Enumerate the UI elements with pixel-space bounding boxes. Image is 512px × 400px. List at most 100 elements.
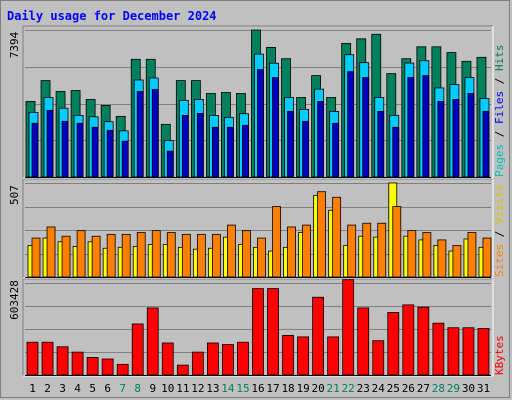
x-tick-label-day-17: 17 <box>266 382 279 395</box>
bar-kbytes-3 <box>56 346 69 376</box>
x-tick-label-day-2: 2 <box>44 382 51 395</box>
bar-pages-21 <box>332 122 340 178</box>
legend-text-sites-visits: Sites / Visits <box>493 184 506 277</box>
legend-separator: / <box>493 124 506 144</box>
x-tick-label-day-24: 24 <box>372 382 386 395</box>
x-tick-label-day-15: 15 <box>236 382 249 395</box>
bar-sites-24 <box>377 222 387 278</box>
bar-kbytes-15 <box>237 341 249 376</box>
bar-pages-20 <box>317 101 325 178</box>
x-tick-label-day-20: 20 <box>312 382 325 395</box>
bar-sites-19 <box>302 224 311 278</box>
bar-sites-18 <box>287 226 296 278</box>
bar-sites-2 <box>46 226 56 278</box>
bar-pages-5 <box>91 126 99 178</box>
bar-kbytes-10 <box>161 342 174 376</box>
x-tick-label-day-26: 26 <box>402 382 415 395</box>
legend-entry-hits: Hits <box>493 45 506 72</box>
bar-sites-23 <box>362 222 372 278</box>
x-tick-label-day-3: 3 <box>59 382 66 395</box>
x-tick-label-day-4: 4 <box>74 382 81 395</box>
bar-pages-26 <box>407 77 415 178</box>
bar-sites-10 <box>166 232 176 278</box>
chart-title: Daily usage for December 2024 <box>7 9 217 23</box>
bar-kbytes-11 <box>176 364 189 376</box>
bar-kbytes-13 <box>206 342 219 376</box>
bar-kbytes-14 <box>222 344 234 376</box>
bar-pages-3 <box>61 120 69 178</box>
bar-kbytes-30 <box>462 327 475 376</box>
bar-pages-23 <box>362 77 370 178</box>
bar-kbytes-1 <box>26 341 39 376</box>
legend-text-hits-files-pages: Pages / Files / Hits <box>493 45 506 178</box>
bar-pages-25 <box>392 126 400 178</box>
bar-kbytes-27 <box>417 306 430 376</box>
bar-sites-9 <box>151 230 161 278</box>
x-tick-label-day-22: 22 <box>342 382 355 395</box>
x-tick-label-day-16: 16 <box>251 382 264 395</box>
bar-kbytes-2 <box>41 341 54 376</box>
bar-kbytes-22 <box>342 279 355 376</box>
legend-hits-files-pages: Pages / Files / Hits <box>493 45 506 178</box>
x-tick-label-day-11: 11 <box>176 382 189 395</box>
x-tick-label-day-31: 31 <box>477 382 490 395</box>
bar-kbytes-8 <box>131 323 144 376</box>
bar-kbytes-25 <box>387 312 400 376</box>
bar-sites-5 <box>91 235 101 278</box>
bar-sites-25 <box>392 206 402 278</box>
bar-kbytes-31 <box>477 328 490 376</box>
y-max-label-kbytes: 603428 <box>8 280 21 320</box>
bar-pages-2 <box>46 109 54 178</box>
bar-kbytes-12 <box>191 351 204 376</box>
x-tick-label-day-10: 10 <box>161 382 174 395</box>
legend-entry-files: Files <box>493 91 506 124</box>
bar-kbytes-5 <box>86 357 99 376</box>
x-tick-label-day-12: 12 <box>191 382 204 395</box>
bar-pages-14 <box>227 126 234 178</box>
bar-kbytes-16 <box>252 288 264 376</box>
x-tick-label-day-8: 8 <box>134 382 141 395</box>
bar-pages-24 <box>377 110 385 178</box>
bar-pages-18 <box>287 110 294 178</box>
bar-pages-7 <box>121 140 129 178</box>
bar-kbytes-29 <box>447 327 460 376</box>
bar-sites-17 <box>272 206 281 278</box>
bar-sites-21 <box>332 196 342 278</box>
bar-kbytes-21 <box>327 336 340 376</box>
x-tick-label-day-6: 6 <box>104 382 111 395</box>
x-tick-label-day-27: 27 <box>417 382 430 395</box>
y-max-label-hits: 7394 <box>8 31 21 58</box>
legend-entry-visits: Visits <box>493 184 506 224</box>
bar-sites-29 <box>452 245 462 278</box>
bar-kbytes-24 <box>372 340 385 376</box>
bar-sites-27 <box>422 232 432 278</box>
x-tick-label-day-9: 9 <box>149 382 156 395</box>
x-tick-label-day-29: 29 <box>447 382 460 395</box>
bar-kbytes-4 <box>71 351 84 376</box>
bar-kbytes-9 <box>146 307 159 376</box>
legend-entry-sites: Sites <box>493 244 506 277</box>
x-tick-label-day-5: 5 <box>89 382 96 395</box>
bar-sites-6 <box>106 233 116 278</box>
x-tick-label-day-18: 18 <box>281 382 294 395</box>
bar-pages-17 <box>272 77 279 178</box>
bar-pages-29 <box>452 99 460 178</box>
bar-kbytes-6 <box>101 358 114 376</box>
bar-sites-20 <box>317 191 327 278</box>
bar-kbytes-26 <box>402 304 415 376</box>
x-tick-label-day-23: 23 <box>357 382 370 395</box>
bar-sites-16 <box>257 237 266 278</box>
x-tick-label-day-7: 7 <box>119 382 126 395</box>
bar-pages-22 <box>347 71 355 178</box>
bar-sites-12 <box>196 233 206 278</box>
bar-sites-28 <box>437 239 447 278</box>
bar-sites-14 <box>227 224 236 278</box>
bar-sites-3 <box>61 235 71 278</box>
x-tick-label-day-25: 25 <box>387 382 400 395</box>
bar-sites-15 <box>242 230 251 278</box>
bar-kbytes-28 <box>432 322 445 376</box>
bar-pages-11 <box>181 114 189 178</box>
bar-pages-31 <box>482 110 490 178</box>
legend-sites-visits: Sites / Visits <box>493 184 506 277</box>
